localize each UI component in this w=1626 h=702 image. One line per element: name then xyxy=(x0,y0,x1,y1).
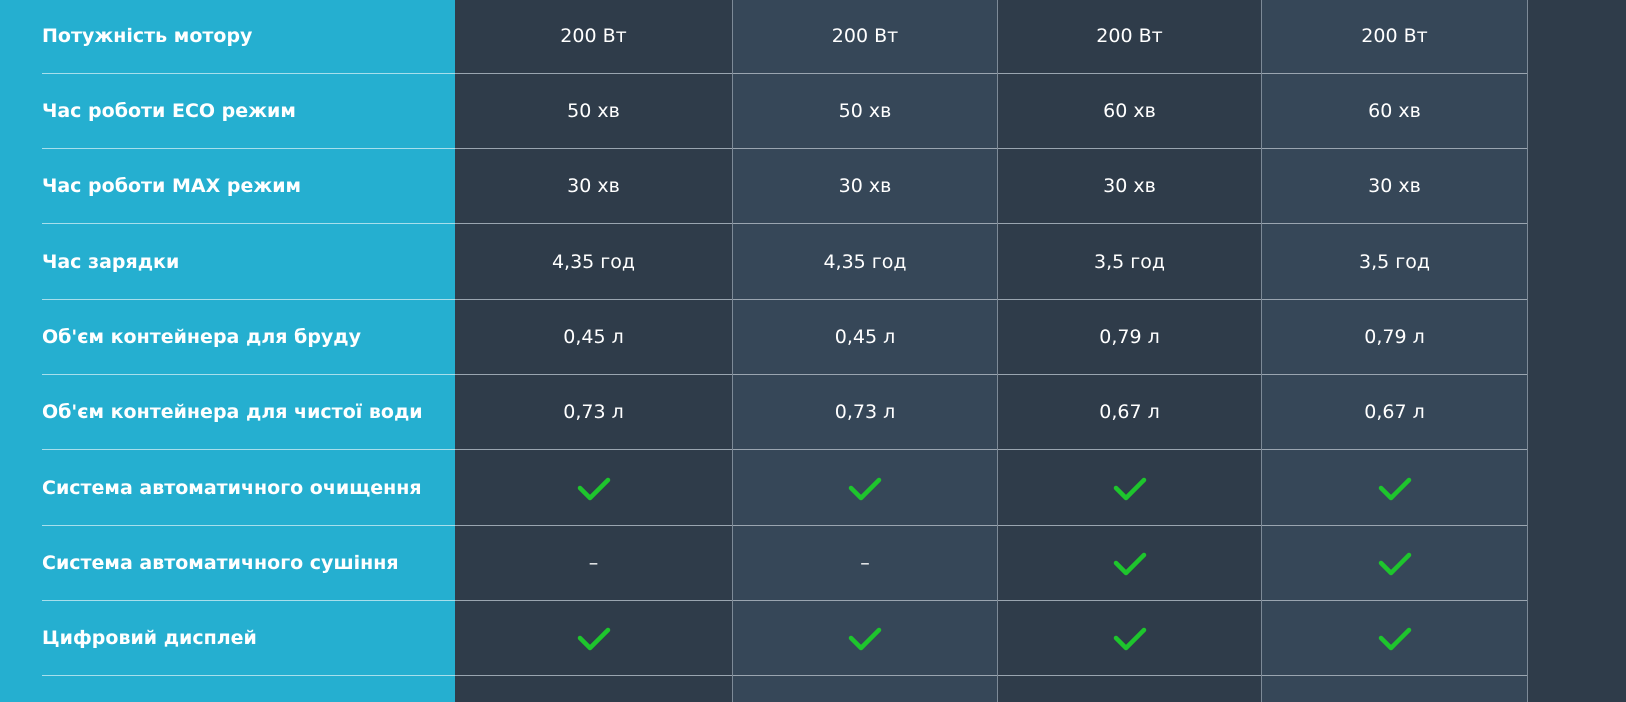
feature-label: Об'єм контейнера для чистої води xyxy=(42,375,455,450)
table-cell: – xyxy=(455,526,732,601)
table-cell: 0,67 л xyxy=(1262,375,1527,450)
product-column-2: 200 Вт 50 хв 30 хв 4,35 год 0,45 л 0,73 л – xyxy=(733,0,998,702)
check-icon xyxy=(998,526,1261,601)
table-cell: 4,35 год xyxy=(455,225,732,300)
product-column-4: 200 Вт 60 хв 30 хв 3,5 год 0,79 л 0,67 л xyxy=(1262,0,1528,702)
table-cell: 3,5 год xyxy=(998,225,1261,300)
table-cell: 0,73 л xyxy=(455,375,732,450)
feature-label: Час роботи MAX режим xyxy=(42,149,455,224)
check-icon xyxy=(455,451,732,526)
table-cell: 30 хв xyxy=(998,149,1261,224)
table-cell: 30 хв xyxy=(733,149,997,224)
table-cell: 50 хв xyxy=(733,74,997,149)
feature-label: Система автоматичного сушіння xyxy=(42,526,455,601)
table-cell: 50 хв xyxy=(455,74,732,149)
feature-label: Потужність мотору xyxy=(42,0,455,74)
product-column-3: 200 Вт 60 хв 30 хв 3,5 год 0,79 л 0,67 л xyxy=(998,0,1262,702)
table-cell: 0,45 л xyxy=(455,300,732,375)
check-icon xyxy=(733,601,997,676)
table-cell: 60 хв xyxy=(998,74,1261,149)
table-cell: 200 Вт xyxy=(455,0,732,74)
product-column-1: 200 Вт 50 хв 30 хв 4,35 год 0,45 л 0,73 л – xyxy=(455,0,733,702)
check-icon xyxy=(455,601,732,676)
check-icon xyxy=(1262,451,1527,526)
table-cell: 0,79 л xyxy=(1262,300,1527,375)
feature-label: Час роботи ECO режим xyxy=(42,74,455,149)
check-icon xyxy=(733,451,997,526)
table-cell: 30 хв xyxy=(455,149,732,224)
check-icon xyxy=(998,451,1261,526)
check-icon xyxy=(1262,601,1527,676)
table-cell: – xyxy=(733,526,997,601)
table-cell: 0,45 л xyxy=(733,300,997,375)
table-cell: 0,67 л xyxy=(998,375,1261,450)
check-icon xyxy=(998,601,1261,676)
table-cell: 60 хв xyxy=(1262,74,1527,149)
feature-label: Час зарядки xyxy=(42,225,455,300)
table-cell: 200 Вт xyxy=(998,0,1261,74)
table-cell: 3,5 год xyxy=(1262,225,1527,300)
table-cell: 0,73 л xyxy=(733,375,997,450)
feature-label: Об'єм контейнера для бруду xyxy=(42,300,455,375)
table-edge xyxy=(1528,0,1626,702)
table-cell: 0,79 л xyxy=(998,300,1261,375)
feature-label: Цифровий дисплей xyxy=(42,601,455,676)
feature-labels-column: Потужність мотору Час роботи ECO режим Час… xyxy=(0,0,455,702)
table-cell: 200 Вт xyxy=(1262,0,1527,74)
check-icon xyxy=(1262,526,1527,601)
table-cell: 200 Вт xyxy=(733,0,997,74)
table-cell: 4,35 год xyxy=(733,225,997,300)
table-cell: 30 хв xyxy=(1262,149,1527,224)
feature-label: Система автоматичного очищення xyxy=(42,451,455,526)
